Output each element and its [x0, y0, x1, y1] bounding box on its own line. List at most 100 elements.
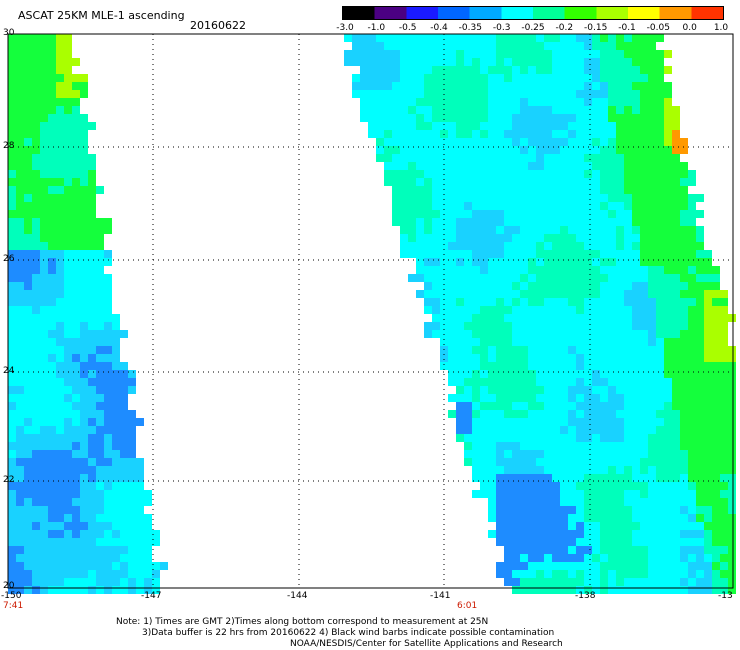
wind-cell — [688, 434, 696, 442]
wind-cell — [16, 450, 24, 458]
wind-cell — [56, 170, 64, 178]
wind-cell — [368, 90, 376, 98]
wind-cell — [680, 250, 688, 258]
wind-cell — [528, 298, 536, 306]
wind-cell — [688, 474, 696, 482]
wind-cell — [496, 330, 504, 338]
wind-cell — [80, 546, 88, 554]
wind-cell — [672, 242, 680, 250]
wind-cell — [704, 546, 712, 554]
wind-cell — [544, 226, 552, 234]
wind-cell — [456, 130, 464, 138]
wind-cell — [568, 538, 576, 546]
wind-cell — [416, 194, 424, 202]
wind-cell — [712, 530, 720, 538]
wind-cell — [656, 522, 664, 530]
wind-cell — [680, 290, 688, 298]
wind-cell — [672, 210, 680, 218]
wind-cell — [520, 234, 528, 242]
wind-cell — [56, 546, 64, 554]
wind-cell — [720, 290, 728, 298]
wind-cell — [408, 162, 416, 170]
wind-cell — [552, 570, 560, 578]
wind-cell — [456, 66, 464, 74]
wind-cell — [624, 258, 632, 266]
wind-cell — [680, 562, 688, 570]
wind-cell — [672, 338, 680, 346]
wind-cell — [464, 82, 472, 90]
wind-cell — [552, 146, 560, 154]
wind-cell — [664, 50, 672, 58]
wind-cell — [584, 266, 592, 274]
wind-cell — [600, 370, 608, 378]
wind-cell — [384, 154, 392, 162]
wind-cell — [488, 74, 496, 82]
wind-cell — [32, 434, 40, 442]
wind-cell — [584, 178, 592, 186]
wind-cell — [616, 354, 624, 362]
wind-cell — [592, 74, 600, 82]
wind-cell — [728, 346, 736, 354]
wind-cell — [552, 258, 560, 266]
wind-cell — [640, 146, 648, 154]
wind-cell — [448, 346, 456, 354]
wind-cell — [512, 122, 520, 130]
colorbar-label: -1.0 — [367, 23, 386, 33]
wind-cell — [488, 114, 496, 122]
wind-cell — [720, 482, 728, 490]
wind-cell — [544, 434, 552, 442]
wind-cell — [344, 34, 352, 42]
wind-cell — [96, 218, 104, 226]
wind-cell — [88, 450, 96, 458]
wind-cell — [400, 210, 408, 218]
wind-cell — [448, 154, 456, 162]
wind-cell — [600, 538, 608, 546]
wind-cell — [648, 122, 656, 130]
wind-cell — [648, 234, 656, 242]
wind-cell — [656, 162, 664, 170]
wind-cell — [520, 34, 528, 42]
wind-cell — [520, 402, 528, 410]
wind-cell — [680, 474, 688, 482]
wind-cell — [488, 290, 496, 298]
wind-cell — [24, 330, 32, 338]
wind-cell — [712, 354, 720, 362]
wind-cell — [416, 146, 424, 154]
wind-cell — [560, 498, 568, 506]
wind-cell — [456, 266, 464, 274]
wind-cell — [16, 394, 24, 402]
wind-cell — [64, 138, 72, 146]
wind-cell — [528, 530, 536, 538]
wind-cell — [536, 546, 544, 554]
wind-cell — [624, 330, 632, 338]
wind-cell — [528, 282, 536, 290]
wind-cell — [56, 394, 64, 402]
wind-cell — [384, 106, 392, 114]
wind-cell — [640, 354, 648, 362]
wind-cell — [456, 314, 464, 322]
wind-cell — [720, 570, 728, 578]
wind-cell — [24, 226, 32, 234]
wind-cell — [648, 562, 656, 570]
wind-cell — [576, 306, 584, 314]
wind-cell — [672, 458, 680, 466]
wind-cell — [656, 418, 664, 426]
wind-cell — [88, 346, 96, 354]
wind-cell — [720, 314, 728, 322]
wind-cell — [536, 50, 544, 58]
wind-cell — [592, 130, 600, 138]
wind-cell — [696, 346, 704, 354]
wind-cell — [696, 410, 704, 418]
wind-cell — [592, 234, 600, 242]
wind-cell — [64, 394, 72, 402]
wind-cell — [472, 298, 480, 306]
wind-cell — [648, 586, 656, 594]
wind-cell — [600, 170, 608, 178]
wind-cell — [96, 458, 104, 466]
wind-cell — [496, 186, 504, 194]
wind-cell — [712, 394, 720, 402]
wind-cell — [584, 402, 592, 410]
wind-cell — [592, 178, 600, 186]
wind-cell — [128, 458, 136, 466]
wind-cell — [560, 218, 568, 226]
